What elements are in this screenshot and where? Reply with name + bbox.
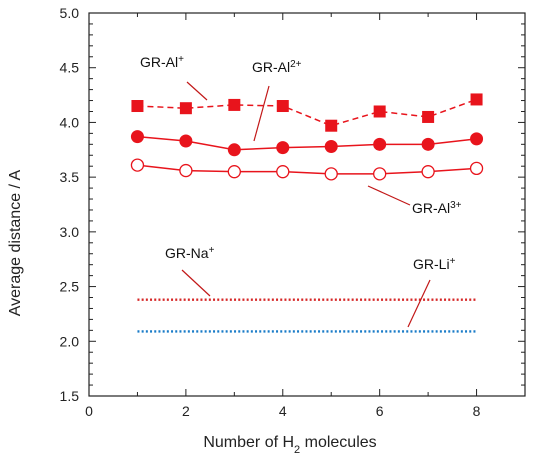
data-point-square [373, 105, 386, 118]
annotation: GR-Al+ [140, 54, 208, 101]
data-point-circle [421, 137, 435, 151]
annotation-base: GR-Al [252, 59, 290, 75]
y-tick-label: 4.5 [60, 60, 80, 76]
y-tick-label: 2.5 [60, 279, 80, 295]
series-layer [130, 93, 484, 333]
data-point-square [228, 98, 241, 111]
data-point-square [131, 100, 144, 113]
y-tick-label: 5.0 [60, 5, 80, 21]
series-gr-al- [131, 93, 483, 132]
annotation-superscript: 3+ [450, 200, 462, 211]
leader-line [253, 85, 270, 142]
data-point-square [470, 93, 483, 106]
data-point-open-circle [276, 165, 290, 179]
x-tick-label: 0 [85, 403, 93, 419]
x-axis-title-suffix: molecules [300, 434, 376, 451]
x-tick-label: 4 [279, 403, 287, 419]
series-gr-al3- [130, 158, 484, 181]
annotation-superscript: 2+ [290, 59, 302, 70]
data-point-open-circle [179, 163, 193, 178]
tick-labels: 0 2 4 6 8 1.5 2.0 2.5 3.0 3.5 4.0 4.5 5.0 [60, 5, 481, 419]
leader-line [181, 269, 211, 297]
data-point-circle [373, 137, 387, 151]
x-tick-label: 6 [376, 403, 384, 419]
y-tick-label: 1.5 [60, 388, 80, 404]
data-point-square [325, 119, 338, 132]
x-axis-title: Number of H2 molecules [203, 434, 376, 456]
annotation-superscript: + [209, 245, 215, 256]
plot-frame [88, 12, 526, 397]
data-point-open-circle [227, 165, 241, 179]
y-tick-label: 3.5 [60, 169, 80, 185]
series-line [137, 135, 477, 151]
x-axis-title-main: Number of H [203, 434, 294, 451]
annotation-label: GR-Al+ [140, 54, 184, 71]
y-axis-title: Average distance / A [7, 169, 24, 316]
annotations-layer: GR-Al+ GR-Al2+GR-Al3+GR-Na+GR-Li+ [140, 54, 462, 328]
data-point-circle [324, 140, 338, 154]
data-point-circle [470, 132, 484, 146]
data-point-open-circle [373, 167, 387, 181]
annotation: GR-Li+ [407, 256, 456, 328]
plot-area [88, 12, 526, 397]
y-tick-label: 3.0 [60, 224, 80, 240]
data-point-open-circle [130, 158, 145, 172]
annotation: GR-Al3+ [367, 185, 462, 217]
series-line [137, 164, 477, 175]
annotation-base: GR-Al [140, 54, 178, 70]
annotation-base: GR-Li [413, 256, 450, 272]
y-tick-label: 2.0 [60, 333, 80, 349]
data-point-square [422, 110, 435, 123]
data-point-square [179, 102, 192, 115]
annotation-label: GR-Al2+ [252, 59, 302, 76]
data-point-circle [227, 143, 241, 157]
annotation-base: GR-Na [165, 245, 209, 261]
data-point-open-circle [421, 165, 435, 179]
series-line [137, 98, 477, 127]
x-tick-label: 8 [473, 403, 481, 419]
annotation-label: GR-Li+ [413, 256, 456, 273]
x-axis-title-subscript: 2 [294, 444, 300, 456]
series-gr-al2- [130, 130, 484, 157]
data-point-open-circle [324, 167, 338, 181]
annotation-label: GR-Na+ [165, 245, 215, 262]
annotation-base: GR-Al [412, 200, 450, 216]
data-point-circle [179, 134, 193, 148]
annotation: GR-Na+ [165, 245, 215, 297]
annotation: GR-Al2+ [252, 59, 302, 142]
data-point-open-circle [469, 161, 484, 176]
annotation-superscript: + [178, 54, 184, 65]
leader-line [407, 279, 431, 328]
y-tick-label: 4.0 [60, 114, 80, 130]
leader-line [367, 185, 411, 206]
data-point-circle [276, 141, 290, 155]
annotation-superscript: + [450, 256, 456, 267]
annotation-label: GR-Al3+ [412, 200, 462, 217]
tick-marks [88, 12, 525, 397]
data-point-circle [130, 130, 144, 144]
data-point-square [276, 100, 289, 113]
leader-line [186, 81, 208, 101]
x-tick-label: 2 [182, 403, 190, 419]
